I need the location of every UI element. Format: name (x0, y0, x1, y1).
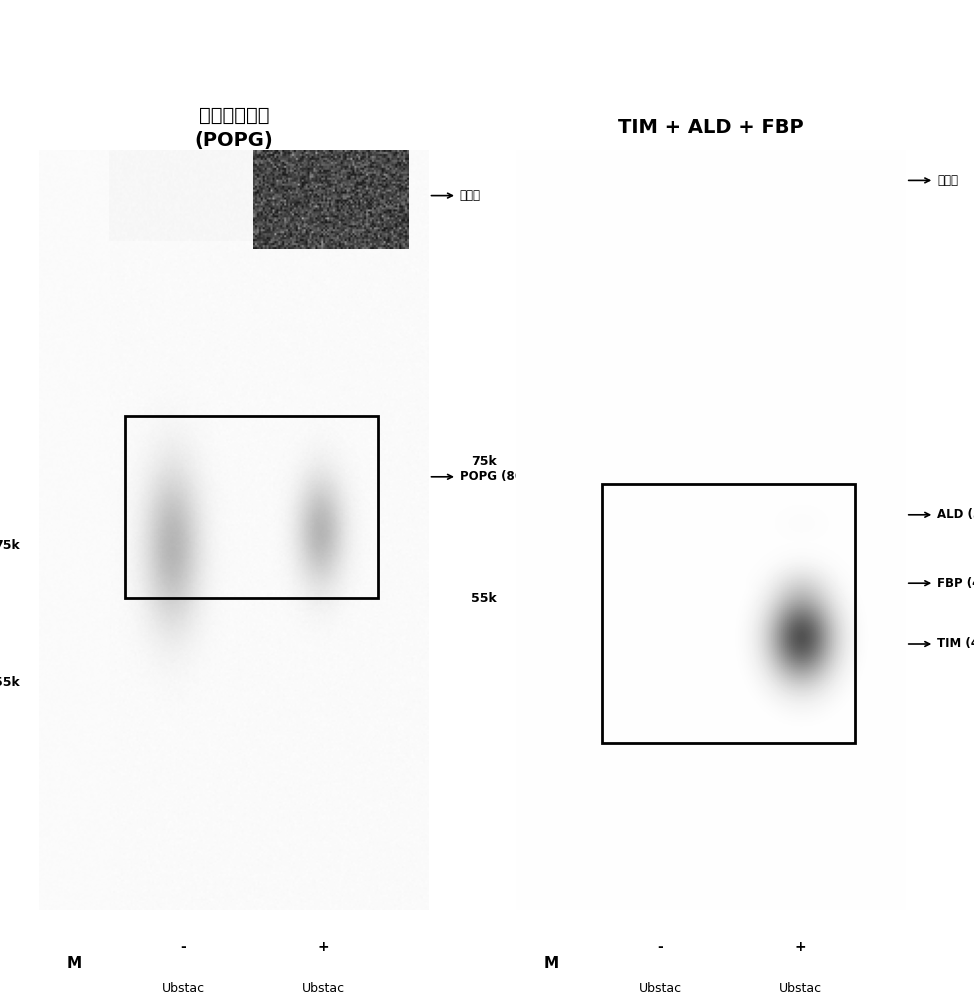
Text: 75k: 75k (471, 455, 497, 468)
Text: POPG (86k): POPG (86k) (431, 470, 536, 483)
Text: 聚合物: 聚合物 (909, 174, 958, 187)
Text: Ubstac: Ubstac (162, 982, 205, 995)
Text: FBP (49.3k): FBP (49.3k) (909, 577, 974, 590)
Text: TIM (47.6k): TIM (47.6k) (909, 638, 974, 650)
Text: -: - (180, 940, 186, 954)
Text: -: - (657, 940, 663, 954)
Text: 聚合物: 聚合物 (431, 189, 481, 202)
Text: +: + (318, 940, 329, 954)
Text: Ubstac: Ubstac (302, 982, 345, 995)
Text: Ubstac: Ubstac (779, 982, 822, 995)
Text: 75k: 75k (0, 539, 19, 552)
Text: 丙酮酸氧化酶: 丙酮酸氧化酶 (199, 106, 269, 125)
Text: (POPG): (POPG) (195, 131, 273, 150)
Text: +: + (795, 940, 806, 954)
Text: M: M (66, 956, 82, 971)
Text: 55k: 55k (0, 676, 19, 688)
Text: M: M (543, 956, 559, 971)
Text: ALD (55.5k): ALD (55.5k) (909, 508, 974, 521)
Text: TIM + ALD + FBP: TIM + ALD + FBP (618, 118, 804, 137)
Text: 55k: 55k (471, 592, 497, 605)
Text: Ubstac: Ubstac (639, 982, 682, 995)
